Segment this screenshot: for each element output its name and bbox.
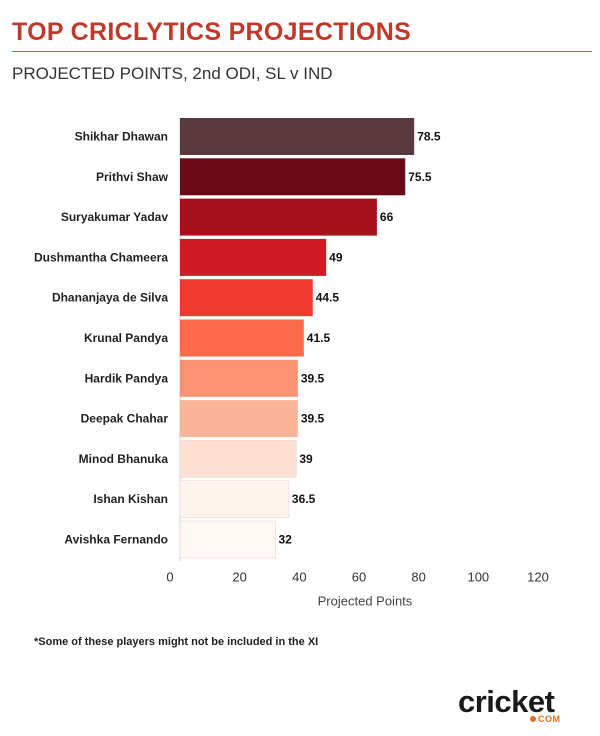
x-tick-label-60: 60 [352,569,366,584]
bar-8 [180,400,298,438]
bar-3 [180,198,377,236]
category-label-3: Suryakumar Yadav [61,210,169,224]
category-label-6: Krunal Pandya [84,331,168,345]
bar-9 [179,440,297,478]
category-label-8: Deepak Chahar [81,412,169,426]
x-tick-label-0: 0 [166,569,173,584]
value-label-3: 66 [380,210,394,224]
bar-10 [179,480,290,519]
x-axis-title: Projected Points [318,593,413,608]
category-label-10: Ishan Kishan [93,492,168,506]
title-divider [12,51,592,52]
value-label-11: 32 [278,533,292,547]
logo-dot-icon [530,716,536,722]
bar-chart: Shikhar Dhawan 78.5 Prithvi Shaw 75.5 Suryak… [34,118,549,608]
chart-title: TOP CRICLYTICS PROJECTIONS [12,18,412,46]
bar-1 [180,118,415,155]
value-label-8: 39.5 [301,412,325,426]
bar-4 [180,238,327,276]
category-label-11: Avishka Fernando [64,533,168,547]
x-tick-label-120: 120 [527,569,549,584]
bar-6 [180,319,304,357]
value-label-10: 36.5 [292,492,316,506]
value-label-5: 44.5 [316,291,340,305]
value-label-7: 39.5 [301,371,325,385]
value-label-2: 75.5 [408,170,432,184]
bar-11 [179,520,276,559]
x-tick-label-20: 20 [232,569,246,584]
footnote: *Some of these players might not be incl… [34,636,319,648]
x-tick-label-40: 40 [292,569,306,584]
bar-7 [180,359,298,397]
value-label-1: 78.5 [417,130,441,144]
category-label-5: Dhananjaya de Silva [52,291,168,305]
x-tick-label-100: 100 [467,569,489,584]
bar-2 [180,158,406,196]
value-label-4: 49 [329,250,343,264]
x-tick-label-80: 80 [411,569,425,584]
category-label-7: Hardik Pandya [85,371,169,385]
category-label-9: Minod Bhanuka [79,452,169,466]
category-label-2: Prithvi Shaw [96,170,169,184]
value-label-9: 39 [299,452,313,466]
bar-5 [180,279,313,317]
cricket-com-logo: cricket COM [458,684,578,724]
category-label-4: Dushmantha Chameera [34,250,168,264]
chart-subtitle: PROJECTED POINTS, 2nd ODI, SL v IND [12,64,333,83]
logo-word: cricket [458,684,555,719]
category-label-1: Shikhar Dhawan [75,130,168,144]
logo-suffix: COM [538,714,561,724]
value-label-6: 41.5 [307,331,331,345]
